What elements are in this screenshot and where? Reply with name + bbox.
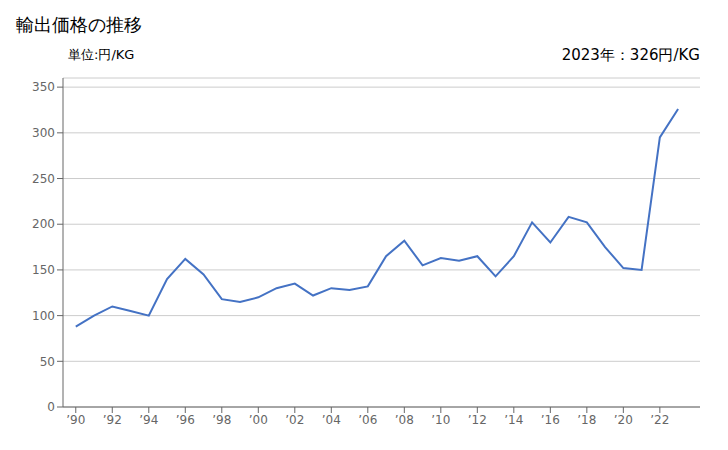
svg-text:’92: ’92 [103, 413, 122, 427]
svg-text:200: 200 [32, 217, 55, 231]
html-text:単位:円/KG: 単位:円/KG [68, 47, 135, 62]
svg-text:’04: ’04 [322, 413, 341, 427]
svg-text:150: 150 [32, 263, 55, 277]
svg-text:300: 300 [32, 126, 55, 140]
svg-text:’18: ’18 [577, 413, 596, 427]
svg-text:100: 100 [32, 309, 55, 323]
svg-text:’00: ’00 [249, 413, 268, 427]
svg-text:’06: ’06 [358, 413, 377, 427]
html-text:輸出価格の推移: 輸出価格の推移 [16, 14, 142, 35]
svg-text:’02: ’02 [285, 413, 304, 427]
svg-text:’10: ’10 [431, 413, 450, 427]
svg-text:’20: ’20 [614, 413, 633, 427]
svg-text:250: 250 [32, 172, 55, 186]
svg-text:0: 0 [47, 400, 55, 414]
svg-text:’16: ’16 [541, 413, 560, 427]
svg-text:’94: ’94 [139, 413, 158, 427]
svg-text:’96: ’96 [176, 413, 195, 427]
svg-text:’08: ’08 [395, 413, 414, 427]
svg-text:’12: ’12 [468, 413, 487, 427]
html-text:2023年：326円/KG: 2023年：326円/KG [561, 45, 700, 64]
svg-text:’98: ’98 [212, 413, 231, 427]
svg-text:’90: ’90 [66, 413, 85, 427]
svg-text:50: 50 [40, 355, 55, 369]
svg-text:350: 350 [32, 80, 55, 94]
svg-text:’14: ’14 [504, 413, 523, 427]
svg-text:’22: ’22 [650, 413, 669, 427]
